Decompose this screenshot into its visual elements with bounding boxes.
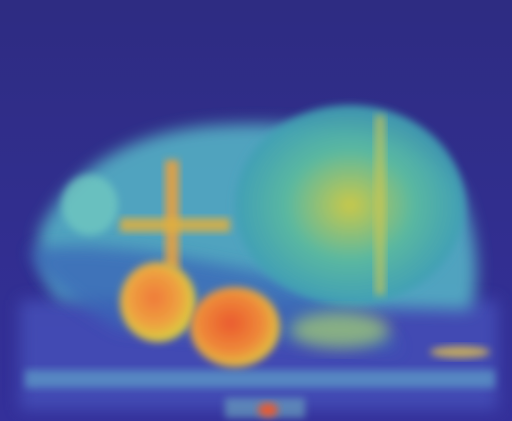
table-edge [25, 370, 495, 388]
cabbage [235, 105, 465, 305]
hotspot [120, 218, 230, 232]
apple [190, 287, 280, 367]
hotspot [258, 403, 278, 417]
pear-stem-hotspot [165, 160, 179, 270]
pear [62, 175, 118, 235]
hotspot [430, 346, 490, 358]
hotspot [375, 115, 385, 295]
vegetable [290, 312, 390, 348]
apple [120, 262, 196, 342]
